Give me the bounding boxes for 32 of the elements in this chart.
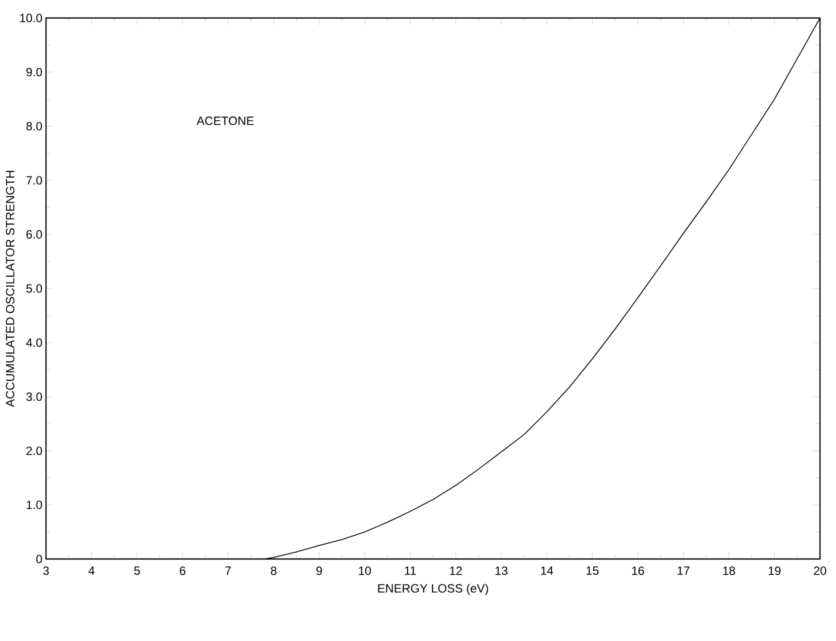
- y-tick-label: 6.0: [26, 230, 42, 239]
- x-tick-label: 4: [88, 566, 94, 575]
- y-tick-label: 10.0: [20, 14, 42, 22]
- x-tick-label: 9: [316, 566, 322, 575]
- x-tick-label: 19: [768, 566, 781, 575]
- y-tick-label: 8.0: [26, 122, 42, 130]
- x-tick-label: 17: [678, 566, 690, 575]
- y-tick-label: 0: [36, 554, 42, 564]
- x-tick-label: 16: [632, 566, 644, 575]
- x-tick-label: 13: [496, 566, 508, 575]
- y-axis-title: ACCUMULATED OSCILLATOR STRENGTH: [6, 170, 14, 408]
- y-tick-label: 5.0: [26, 284, 42, 293]
- x-tick-label: 20: [814, 566, 826, 575]
- x-tick-label: 3: [43, 566, 49, 575]
- y-tick-label: 1.0: [26, 500, 42, 510]
- y-tick-label: 3.0: [26, 392, 42, 401]
- y-tick-label: 7.0: [26, 176, 42, 185]
- x-tick-label: 15: [586, 566, 598, 575]
- x-tick-label: 6: [180, 566, 186, 575]
- y-tick-label: 9.0: [26, 68, 42, 76]
- y-tick-label: 2.0: [26, 446, 42, 456]
- x-tick-label: 5: [134, 566, 140, 575]
- x-tick-label: 10: [358, 566, 371, 575]
- x-tick-label: 11: [404, 566, 416, 575]
- x-tick-label: 7: [225, 566, 231, 575]
- x-axis-title: ENERGY LOSS (eV): [378, 584, 488, 595]
- annotation: ACETONE: [196, 116, 254, 126]
- x-tick-label: 14: [541, 566, 554, 575]
- x-tick-label: 12: [450, 566, 462, 575]
- y-tick-label: 4.0: [26, 338, 42, 347]
- x-tick-label: 18: [723, 566, 736, 575]
- x-tick-label: 8: [270, 566, 276, 575]
